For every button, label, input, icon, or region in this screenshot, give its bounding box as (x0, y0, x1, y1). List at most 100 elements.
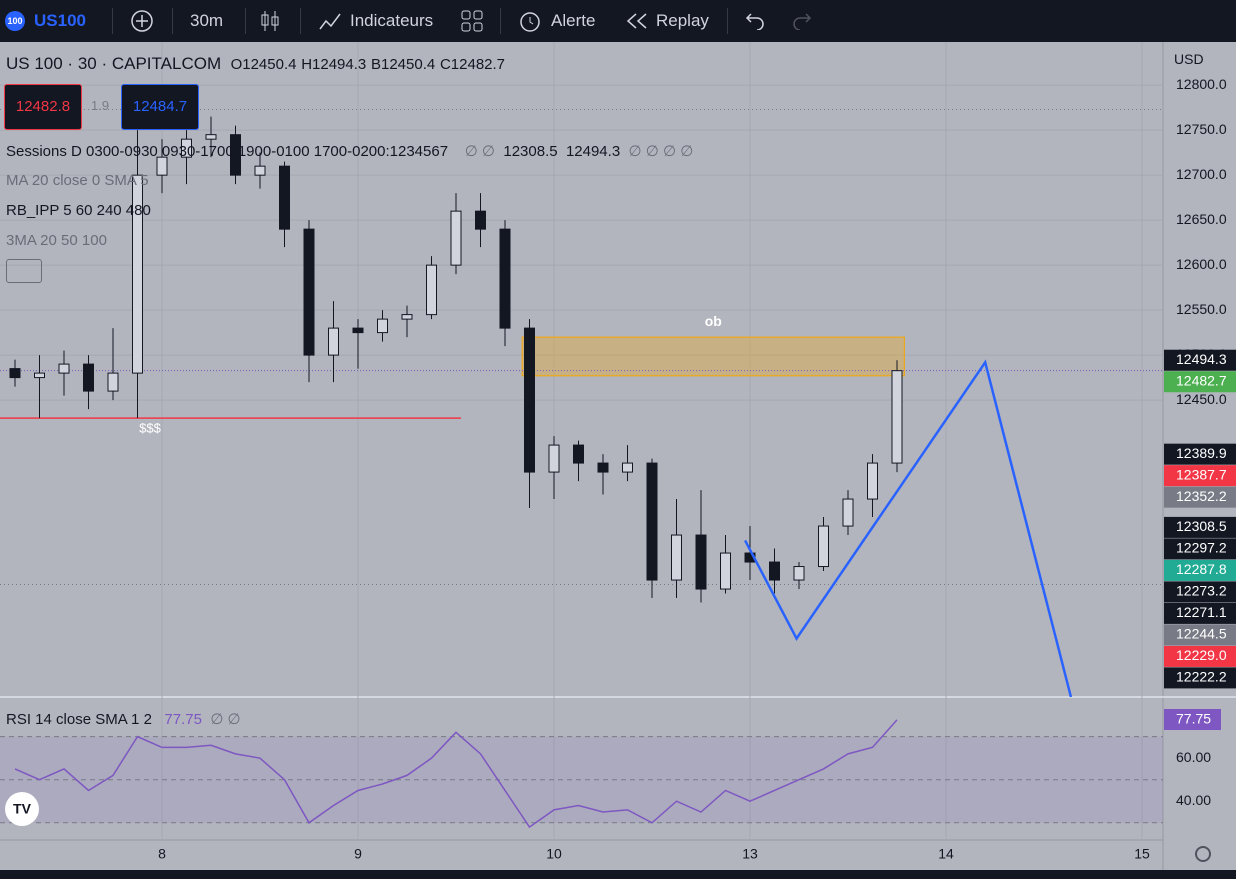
legend-symbol: US 100 (6, 54, 63, 73)
y-tick-label: 12550.0 (1176, 301, 1227, 317)
y-tick-label: 12750.0 (1176, 121, 1227, 137)
undo-icon[interactable] (745, 12, 765, 30)
candle-body (842, 498, 854, 527)
price-badge-label: 12229.0 (1176, 647, 1227, 663)
x-tick-label: 13 (742, 846, 758, 862)
price-badge (1164, 581, 1236, 603)
rsi-badge-label: 77.75 (1176, 711, 1211, 727)
legend-row: US 100 · 30 · CAPITALCOM O12450.4 H12494… (6, 54, 506, 73)
indicator-legend: RB_IPP 5 60 240 480 (6, 202, 151, 219)
indicators-button[interactable]: Indicateurs (350, 11, 434, 30)
candle-body (793, 566, 805, 581)
indicator-legend: MA 20 close 0 SMA 5 (6, 172, 149, 189)
candle-body (548, 444, 560, 473)
rsi-line (14, 719, 898, 829)
indicator-values: ∅ ∅ ∅ ∅ (628, 143, 694, 160)
settings-icon[interactable] (1195, 846, 1211, 862)
redo-icon[interactable] (792, 12, 812, 30)
price-badge-label: 12222.2 (1176, 669, 1227, 685)
legend-interval: 30 (77, 54, 97, 73)
candle-body (891, 370, 903, 464)
buy-button[interactable]: 12484.7 (121, 84, 199, 130)
candle-body (426, 264, 437, 316)
x-tick-label: 15 (1134, 846, 1150, 862)
indicator-value: 12308.5 (503, 143, 558, 160)
tv-logo-mark: TV (13, 801, 32, 817)
alert-icon[interactable] (518, 9, 542, 33)
rsi-badge (1164, 709, 1221, 730)
y-tick-label: 12650.0 (1176, 211, 1227, 227)
symbol[interactable]: US100 (34, 11, 86, 30)
indicator-name: Sessions D 0300-0930 0930-1700 1900-0100… (6, 143, 449, 160)
price-badge-label: 12387.7 (1176, 466, 1227, 482)
y-tick-label: 12700.0 (1176, 166, 1227, 182)
candle-body (254, 165, 266, 176)
sell-button[interactable]: 12482.8 (4, 84, 82, 130)
legend-open: O12450.4 (230, 56, 297, 73)
bottom-bar (0, 870, 1236, 879)
y-tick-label: 12600.0 (1176, 256, 1227, 272)
legend-exchange: CAPITALCOM (111, 54, 222, 73)
price-badge-label: 12273.2 (1176, 583, 1227, 599)
replay-button[interactable]: Replay (656, 11, 709, 30)
price-badge-label: 12244.5 (1176, 626, 1227, 642)
candle-body (58, 363, 70, 374)
price-badge (1164, 538, 1236, 560)
tv-logo[interactable] (5, 792, 39, 826)
alert-button[interactable]: Alerte (551, 11, 596, 30)
candle-body (475, 210, 486, 230)
price-badge (1164, 559, 1236, 581)
candle-body (377, 318, 388, 334)
candle-body (646, 462, 658, 581)
candle-body (303, 228, 315, 356)
x-tick-label: 9 (354, 846, 362, 862)
x-tick-label: 14 (938, 846, 954, 862)
collapse-legend[interactable] (6, 259, 42, 283)
candle-body (720, 552, 731, 590)
rsi-tick-label: 40.00 (1176, 792, 1211, 808)
price-badge (1164, 349, 1236, 371)
candle-body (597, 462, 609, 473)
candle-body (573, 444, 584, 464)
ob-label: ob (705, 313, 722, 329)
price-badge (1164, 465, 1236, 487)
candle-body (279, 165, 290, 230)
price-badge-label: 12271.1 (1176, 604, 1227, 620)
candle-body (622, 462, 633, 473)
chart-type-icon[interactable] (260, 9, 280, 33)
price-badge (1164, 371, 1236, 393)
candle-body (156, 156, 168, 176)
price-badge (1164, 486, 1236, 508)
ob-zone (521, 336, 905, 377)
x-tick-label: 10 (546, 846, 562, 862)
liquidity-label: $$$ (139, 421, 161, 436)
replay-icon[interactable] (626, 12, 648, 30)
rsi-extra: ∅ ∅ (210, 711, 241, 728)
add-symbol-icon[interactable] (130, 9, 154, 33)
price-badge (1164, 624, 1236, 646)
layout-icon[interactable] (461, 10, 483, 32)
price-badge (1164, 443, 1236, 465)
candle-body (107, 372, 119, 392)
price-badge-label: 12287.8 (1176, 561, 1227, 577)
price-badge (1164, 645, 1236, 667)
indicators-icon[interactable] (318, 9, 342, 33)
toolbar: 100 US100 30m Indicateurs Alerte Replay (0, 0, 1236, 42)
candle-body (524, 327, 535, 473)
candle-body (401, 314, 413, 320)
interval[interactable]: 30m (190, 11, 224, 30)
indicator-legend: 3MA 20 50 100 (6, 232, 107, 249)
indicator-legend: Sessions D 0300-0930 0930-1700 1900-0100… (6, 142, 693, 160)
spread: 1.9 (91, 98, 110, 113)
price-badge-label: 12494.3 (1176, 351, 1227, 367)
rsi-legend: RSI 14 close SMA 1 2 77.75 ∅ ∅ (6, 710, 241, 728)
candle-body (230, 134, 241, 176)
price-badge-label: 12389.9 (1176, 445, 1227, 461)
indicator-values: ∅ ∅ (464, 143, 496, 160)
currency[interactable]: USD (1174, 51, 1204, 67)
legend-bid: B12450.4 (370, 56, 436, 73)
indicator-value: 12494.3 (565, 143, 621, 160)
price-badge-label: 12482.7 (1176, 372, 1227, 388)
price-badge (1164, 602, 1236, 624)
